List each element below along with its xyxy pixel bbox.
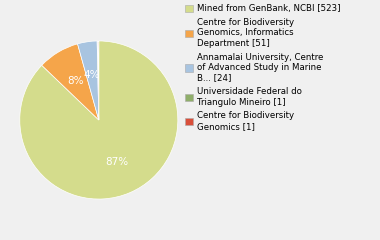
Wedge shape <box>97 41 99 120</box>
Wedge shape <box>78 41 99 120</box>
Text: 87%: 87% <box>105 157 128 167</box>
Wedge shape <box>98 41 99 120</box>
Wedge shape <box>42 44 99 120</box>
Text: 4%: 4% <box>84 70 100 80</box>
Wedge shape <box>20 41 178 199</box>
Legend: Mined from GenBank, NCBI [523], Centre for Biodiversity
Genomics, Informatics
De: Mined from GenBank, NCBI [523], Centre f… <box>185 4 340 131</box>
Text: 8%: 8% <box>67 76 84 86</box>
